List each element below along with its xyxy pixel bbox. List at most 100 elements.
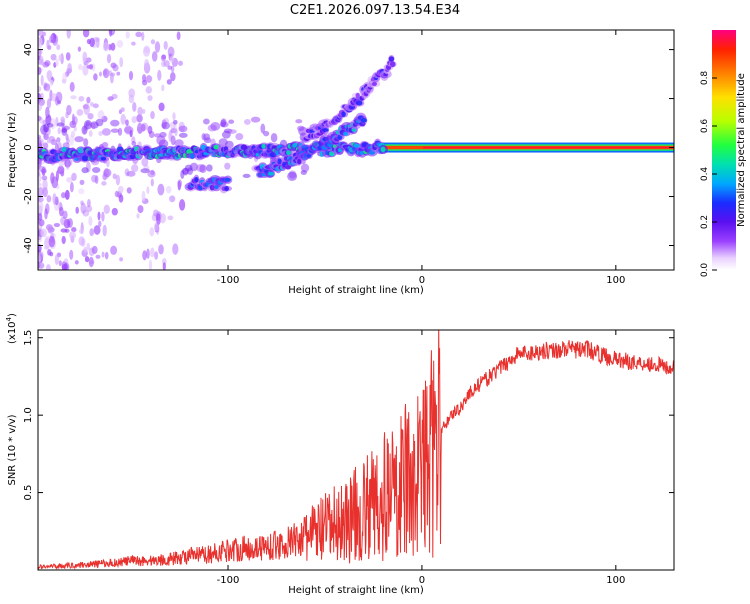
spectrogram-cell: [54, 96, 60, 106]
spectrogram-cell: [79, 228, 84, 235]
spectrogram-cell: [77, 46, 82, 52]
spectrogram-cell: [149, 227, 155, 237]
spectrogram-cell: [118, 194, 124, 203]
spectrogram-cell: [38, 237, 42, 243]
spectrogram-cell: [40, 74, 44, 86]
snr-panel: -100 0 100 0.5 1.0 1.5 Height of straight li…: [5, 313, 675, 596]
spectrogram-cell: [83, 138, 89, 147]
snr-series-line: [38, 330, 674, 570]
spectrogram-cell: [148, 130, 155, 139]
spectrogram-cell: [120, 107, 125, 113]
spectrogram-cell: [157, 183, 165, 196]
spectrogram-cell: [98, 130, 103, 136]
x-tick-label: -100: [217, 275, 240, 286]
spectrogram-cell: [46, 264, 51, 270]
spectrogram-cell: [104, 251, 109, 260]
spectrogram-cell: [159, 213, 166, 224]
spectrogram-cell: [38, 187, 44, 197]
spectrogram-cell: [123, 126, 134, 134]
spectrogram-cell: [47, 249, 52, 256]
spectrogram-cell: [98, 71, 103, 77]
spectrogram-cell: [88, 216, 93, 227]
spectrogram-cell: [93, 73, 98, 81]
spectrogram-cell: [43, 133, 49, 141]
spectrogram-cell: [156, 135, 166, 146]
spectrogram-cell: [97, 110, 105, 120]
spectrogram-cell: [46, 139, 53, 144]
snr-multiplier: (x104): [5, 313, 18, 344]
spectrogram-cell: [64, 228, 70, 233]
snr-x-label: Height of straight line (km): [288, 585, 424, 596]
spectrogram-cell: [136, 213, 140, 219]
spectrogram-cell: [70, 130, 76, 138]
spectrogram-cell: [81, 167, 89, 174]
snr-y-label: SNR (10 * v/v): [7, 414, 18, 485]
spectrogram-cell: [45, 114, 52, 126]
spectrogram-cell: [107, 96, 114, 101]
spectrogram-cell: [43, 245, 50, 250]
spectrogram-cell: [177, 179, 183, 188]
spectrogram-cell: [143, 45, 151, 54]
spectrogram-cell: [262, 130, 270, 137]
spectrogram-cell: [108, 70, 112, 77]
spectrogram-cell: [101, 142, 109, 148]
spectrogram-cell: [38, 36, 43, 49]
spectrogram-cell: [194, 176, 199, 183]
spectrogram-cell: [50, 53, 57, 61]
spectrogram-cell: [250, 116, 261, 123]
spectrogram-cell: [172, 119, 178, 125]
spectrogram-cell: [355, 100, 363, 106]
spectrogram-cell: [206, 164, 213, 172]
spectrogram-cell: [140, 168, 150, 174]
spectrogram-cell: [38, 213, 43, 222]
spectrogram-cell: [103, 41, 109, 52]
spectrogram-cell: [158, 102, 165, 112]
spectrogram-cell: [163, 40, 168, 50]
spectrogram-cell: [41, 31, 47, 37]
spectrogram-cell: [74, 136, 84, 143]
spectrogram-cell: [321, 128, 329, 132]
spectrogram-cell: [116, 39, 124, 48]
colorbar-label: Normalized spectral amplitude: [736, 73, 747, 227]
spectrogram-cell: [101, 251, 105, 258]
spectrogram-cell: [85, 205, 93, 213]
x-tick-label: -100: [217, 575, 240, 586]
spectrogram-x-ticks: -100 0 100: [217, 30, 625, 286]
spectrogram-cell: [66, 104, 72, 116]
spectrogram-cell: [178, 132, 188, 138]
spectrogram-cell: [88, 130, 93, 137]
spectrogram-cell: [125, 119, 129, 126]
spectrogram-cell: [114, 190, 120, 198]
spectrogram-cell: [69, 181, 74, 193]
spectrogram-cell: [50, 139, 58, 146]
spectrogram-cell: [224, 162, 231, 170]
spectrogram-cell: [150, 111, 155, 120]
spectrogram-cell: [126, 170, 136, 177]
spectrogram-cell: [78, 236, 85, 246]
spectrogram-cell: [270, 133, 278, 143]
spectrogram-cell: [110, 119, 120, 127]
spectrogram-cell: [43, 83, 51, 91]
spectrogram-cell: [110, 42, 116, 51]
spectrogram-cell: [43, 123, 49, 133]
spectrogram-cell: [145, 86, 153, 94]
spectrogram-cell: [172, 112, 176, 121]
spectrogram-cell: [110, 62, 117, 69]
spectrogram-cell: [178, 60, 183, 66]
spectrogram-cell: [388, 56, 395, 62]
spectrogram-cell: [42, 179, 48, 191]
spectrogram-cell: [184, 164, 193, 172]
spectrogram-cell: [42, 142, 48, 149]
spectrogram-cell: [136, 114, 143, 123]
x-tick-label: 100: [606, 275, 625, 286]
spectrogram-cell: [38, 30, 44, 36]
spectrogram-cell: [79, 179, 85, 186]
spectrogram-cell: [82, 30, 90, 38]
y-tick-label: -20: [23, 188, 34, 204]
spectrogram-cell: [150, 247, 155, 258]
spectrogram-cell: [46, 98, 52, 109]
spectrogram-cell: [42, 61, 50, 68]
spectrogram-cell: [87, 112, 94, 120]
spectrogram-cell: [178, 125, 188, 133]
